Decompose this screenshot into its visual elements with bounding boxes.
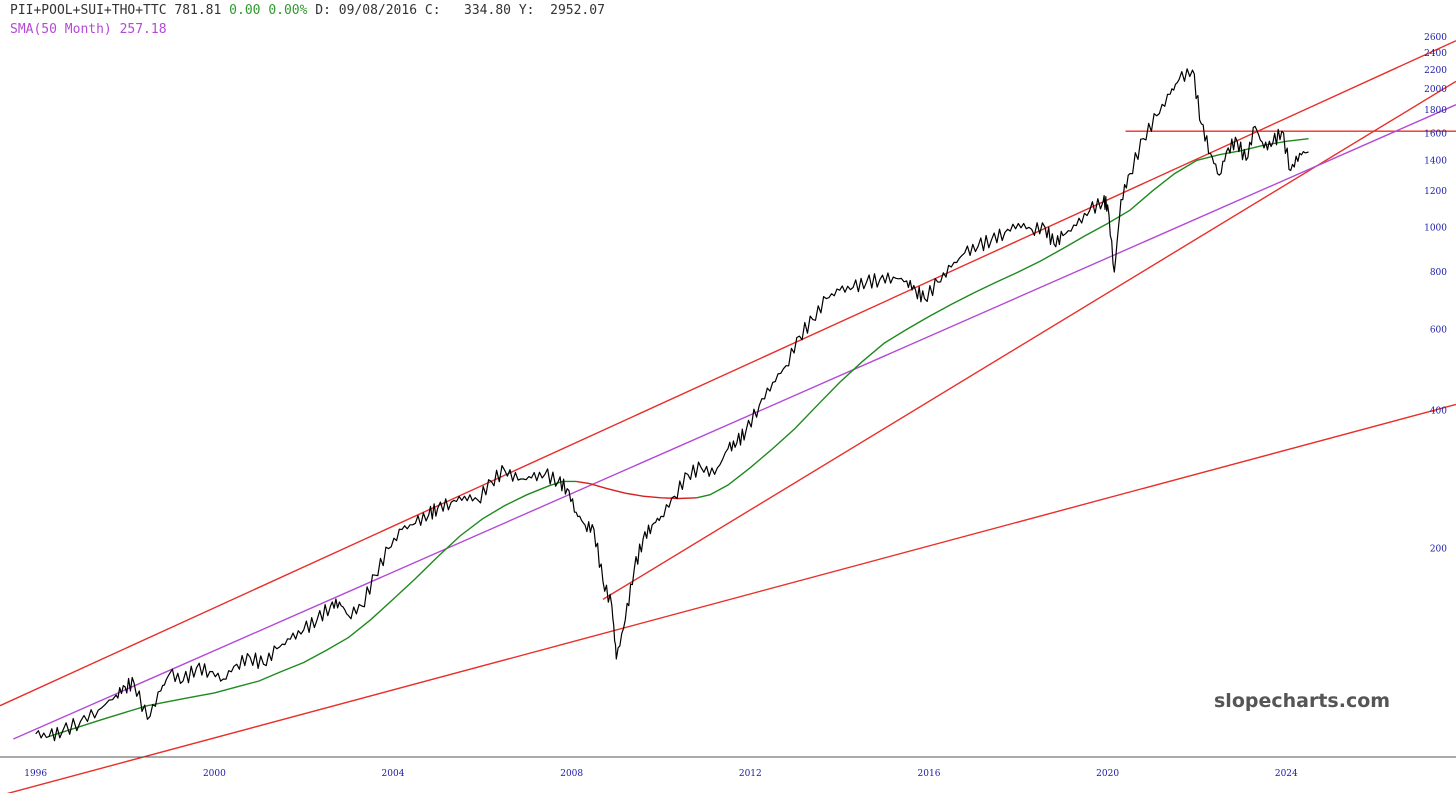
watermark: slopecharts.com [1214,690,1391,712]
y-value: 2952.07 [550,3,605,18]
indicator-header: SMA(50 Month) 257.18 [10,22,167,38]
indicator-label: SMA(50 Month) [10,22,112,37]
trendline-t_lower [6,403,1456,793]
y-tick-label: 1600 [1424,130,1447,140]
y-tick-label: 1200 [1424,187,1447,197]
trendline-t_steep [602,80,1456,600]
y-tick-label: 2400 [1424,49,1447,59]
y-tick-label: 1800 [1424,106,1447,116]
trendline-t_upper [0,40,1456,707]
y-tick-label: 1000 [1424,223,1447,233]
sma-line [48,138,1309,738]
x-tick-label: 2008 [560,769,583,779]
x-tick-label: 2000 [203,769,226,779]
price-line [35,68,1309,742]
sma-segment [696,138,1309,499]
y-tick-label: 800 [1430,268,1447,278]
indicator-value: 257.18 [119,22,167,37]
price-header: PII+POOL+SUI+THO+TTC 781.81 0.00 0.00% D… [10,3,605,19]
y-axis-ticks: 2600 2400 2200 2000 1800 1600 1400 1200 1000 800 6… [1424,33,1447,555]
x-tick-label: 2004 [382,769,405,779]
trendlines [0,40,1456,793]
sma-segment [48,480,577,738]
y-tick-label: 2600 [1424,33,1447,43]
y-tick-label: 2000 [1424,85,1447,95]
y-tick-label: 2200 [1424,66,1447,76]
sma-segment [575,480,697,500]
date-label: D: [315,3,331,18]
change-percent: 0.00% [268,3,308,18]
c-label: C: [424,3,441,18]
y-label: Y: [518,3,535,18]
last-price: 781.81 [174,3,222,18]
y-tick-label: 200 [1430,545,1447,555]
y-tick-label: 400 [1430,406,1447,416]
x-tick-label: 2020 [1096,769,1119,779]
c-value: 334.80 [464,3,511,18]
x-axis-ticks: 1996 2000 2004 2008 2012 2016 2020 2024 [24,769,1298,779]
change-value: 0.00 [229,3,261,18]
x-tick-label: 2024 [1275,769,1298,779]
price-series [35,68,1309,742]
date-value: 09/08/2016 [338,3,418,18]
regression-line-regression [13,104,1456,740]
x-tick-label: 1996 [24,769,47,779]
symbol-label: PII+POOL+SUI+THO+TTC [10,3,167,18]
x-tick-label: 2012 [739,769,762,779]
x-tick-label: 2016 [918,769,941,779]
y-tick-label: 1400 [1424,156,1447,166]
y-tick-label: 600 [1430,325,1447,335]
